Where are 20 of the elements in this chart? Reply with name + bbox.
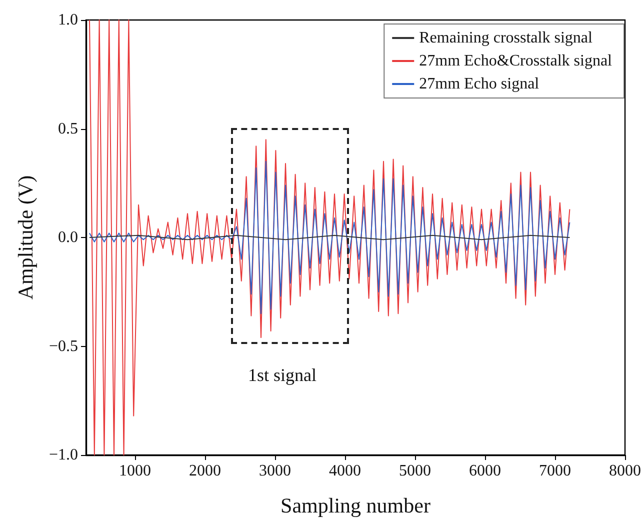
x-tick-label: 7000 <box>539 462 571 480</box>
x-axis-title: Sampling number <box>280 494 430 518</box>
legend-label: 27mm Echo&Crosstalk signal <box>419 52 613 70</box>
y-tick-label: 1.0 <box>58 12 78 28</box>
y-tick-label: 0.0 <box>58 229 78 246</box>
x-tick-label: 6000 <box>469 462 501 480</box>
x-tick-label: 4000 <box>329 462 361 480</box>
legend-label: Remaining crosstalk signal <box>419 30 593 46</box>
x-tick-label: 1000 <box>119 462 151 480</box>
x-tick-label: 2000 <box>189 462 221 480</box>
annotation: 1st signal <box>248 365 317 385</box>
line-series <box>89 160 570 314</box>
y-tick-label: 0.5 <box>58 120 78 138</box>
legend-label: 27mm Echo signal <box>419 76 540 92</box>
x-tick-label: 5000 <box>399 462 431 480</box>
y-tick-label: −0.5 <box>48 338 78 355</box>
y-tick-label: −1.0 <box>48 446 78 464</box>
y-axis-title: Amplitude (V) <box>14 175 38 300</box>
x-tick-label: 8000 <box>609 462 641 480</box>
x-tick-label: 3000 <box>259 462 291 480</box>
